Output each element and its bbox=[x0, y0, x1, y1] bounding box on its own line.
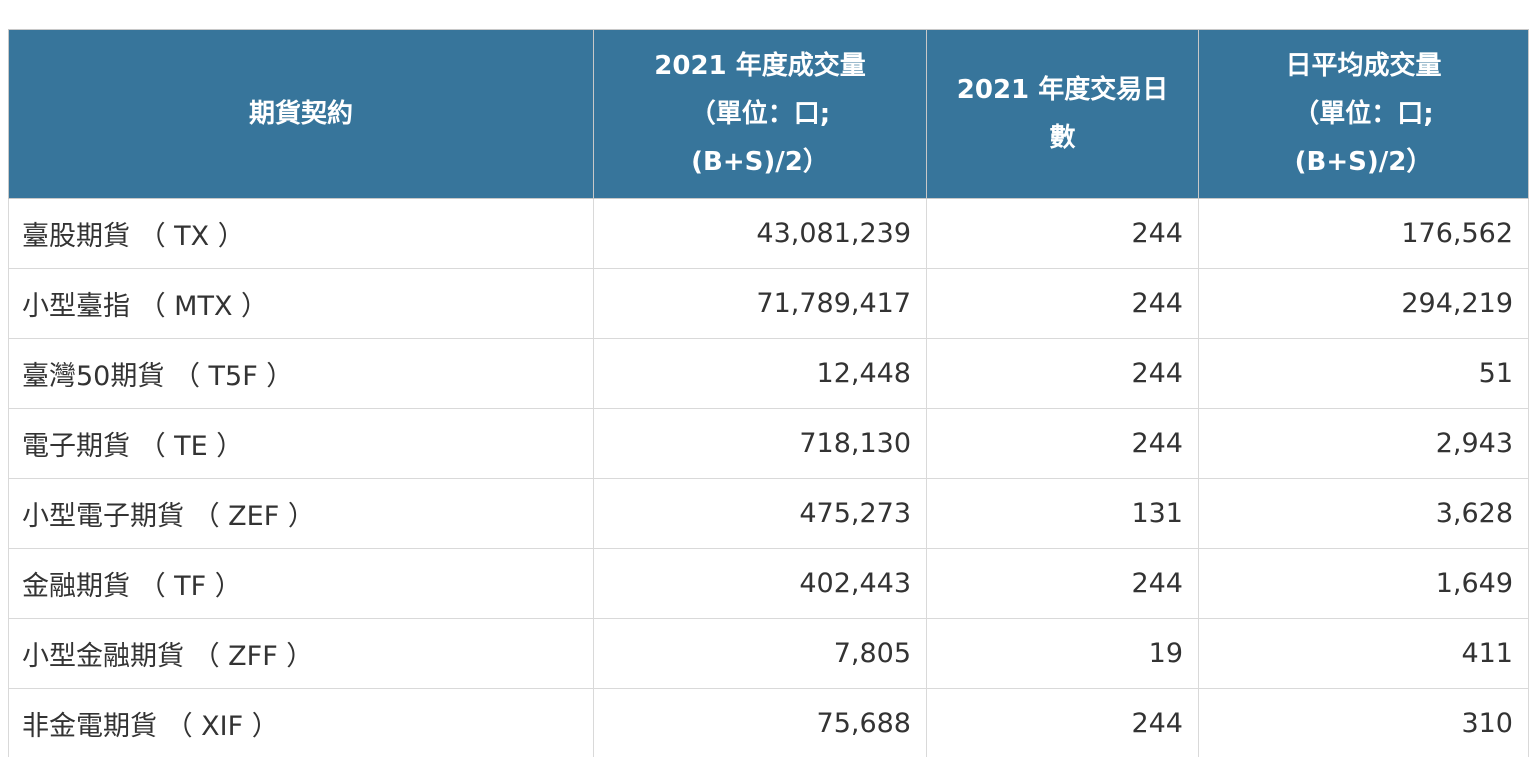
cell-contract-name: 小型金融期貨 （ ZFF ） bbox=[8, 618, 594, 689]
column-header-trading-days: 2021 年度交易日 數 bbox=[926, 29, 1199, 199]
cell-annual-volume: 7,805 bbox=[593, 618, 927, 689]
column-header-label-line: 2021 年度交易日 bbox=[956, 75, 1169, 105]
cell-annual-volume: 75,688 bbox=[593, 688, 927, 757]
column-header-contract: 期貨契約 bbox=[8, 29, 594, 199]
column-header-label-line: （單位：口; bbox=[1293, 99, 1434, 129]
cell-trading-days: 244 bbox=[926, 338, 1199, 409]
cell-trading-days: 244 bbox=[926, 268, 1199, 339]
cell-annual-volume: 402,443 bbox=[593, 548, 927, 619]
column-header-label-line: 2021 年度成交量 bbox=[654, 51, 866, 81]
cell-trading-days: 244 bbox=[926, 408, 1199, 479]
column-header-label-line: (B+S)/2） bbox=[1294, 147, 1433, 177]
futures-volume-table: 期貨契約 2021 年度成交量 （單位：口; (B+S)/2） 2021 年度交… bbox=[8, 29, 1529, 757]
cell-contract-name: 非金電期貨 （ XIF ） bbox=[8, 688, 594, 757]
cell-daily-avg-volume: 176,562 bbox=[1198, 198, 1529, 269]
table-row: 金融期貨 （ TF ） 402,443 244 1,649 bbox=[8, 548, 1529, 619]
cell-contract-name: 金融期貨 （ TF ） bbox=[8, 548, 594, 619]
table-row: 小型電子期貨 （ ZEF ） 475,273 131 3,628 bbox=[8, 478, 1529, 549]
cell-contract-name: 電子期貨 （ TE ） bbox=[8, 408, 594, 479]
table-row: 小型臺指 （ MTX ） 71,789,417 244 294,219 bbox=[8, 268, 1529, 339]
table-row: 臺灣50期貨 （ T5F ） 12,448 244 51 bbox=[8, 338, 1529, 409]
column-header-label-line: 數 bbox=[1049, 123, 1076, 153]
cell-annual-volume: 71,789,417 bbox=[593, 268, 927, 339]
column-header-annual-volume: 2021 年度成交量 （單位：口; (B+S)/2） bbox=[593, 29, 927, 199]
table-row: 臺股期貨 （ TX ） 43,081,239 244 176,562 bbox=[8, 198, 1529, 269]
table-row: 小型金融期貨 （ ZFF ） 7,805 19 411 bbox=[8, 618, 1529, 689]
column-header-label: 期貨契約 bbox=[248, 99, 353, 129]
cell-daily-avg-volume: 411 bbox=[1198, 618, 1529, 689]
cell-daily-avg-volume: 51 bbox=[1198, 338, 1529, 409]
cell-annual-volume: 43,081,239 bbox=[593, 198, 927, 269]
table-header-row: 期貨契約 2021 年度成交量 （單位：口; (B+S)/2） 2021 年度交… bbox=[8, 29, 1529, 199]
cell-daily-avg-volume: 294,219 bbox=[1198, 268, 1529, 339]
cell-trading-days: 244 bbox=[926, 198, 1199, 269]
cell-daily-avg-volume: 310 bbox=[1198, 688, 1529, 757]
cell-trading-days: 244 bbox=[926, 548, 1199, 619]
cell-contract-name: 臺灣50期貨 （ T5F ） bbox=[8, 338, 594, 409]
cell-daily-avg-volume: 2,943 bbox=[1198, 408, 1529, 479]
cell-annual-volume: 12,448 bbox=[593, 338, 927, 409]
cell-annual-volume: 475,273 bbox=[593, 478, 927, 549]
cell-contract-name: 小型電子期貨 （ ZEF ） bbox=[8, 478, 594, 549]
cell-trading-days: 19 bbox=[926, 618, 1199, 689]
cell-daily-avg-volume: 3,628 bbox=[1198, 478, 1529, 549]
table-header: 期貨契約 2021 年度成交量 （單位：口; (B+S)/2） 2021 年度交… bbox=[8, 29, 1529, 199]
column-header-label-line: （單位：口; bbox=[689, 99, 831, 129]
column-header-label-line: 日平均成交量 bbox=[1285, 51, 1442, 81]
cell-contract-name: 小型臺指 （ MTX ） bbox=[8, 268, 594, 339]
column-header-label-line: (B+S)/2） bbox=[691, 147, 829, 177]
cell-annual-volume: 718,130 bbox=[593, 408, 927, 479]
cell-daily-avg-volume: 1,649 bbox=[1198, 548, 1529, 619]
cell-contract-name: 臺股期貨 （ TX ） bbox=[8, 198, 594, 269]
table-row: 電子期貨 （ TE ） 718,130 244 2,943 bbox=[8, 408, 1529, 479]
cell-trading-days: 244 bbox=[926, 688, 1199, 757]
table-body: 臺股期貨 （ TX ） 43,081,239 244 176,562 小型臺指 （ MT… bbox=[8, 198, 1529, 757]
table-row: 非金電期貨 （ XIF ） 75,688 244 310 bbox=[8, 688, 1529, 757]
cell-trading-days: 131 bbox=[926, 478, 1199, 549]
column-header-daily-avg-volume: 日平均成交量 （單位：口; (B+S)/2） bbox=[1198, 29, 1529, 199]
